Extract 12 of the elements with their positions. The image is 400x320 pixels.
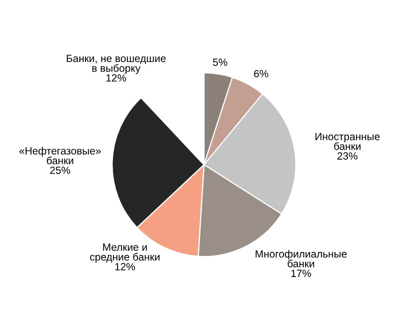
slice-label: «Нефтегазовые» банки <box>19 146 101 164</box>
slice-label: Мелкие и средние банки <box>90 244 160 263</box>
slice-label: Банки, не вошедшие в выборку <box>66 54 166 74</box>
data-label: 5% <box>212 58 228 66</box>
data-label: 23% <box>337 152 358 160</box>
slice-label: Иностранные банки <box>316 132 380 150</box>
slice-label: Многофилиальные банки <box>256 250 347 268</box>
data-label: 12% <box>106 74 126 82</box>
data-label: 6% <box>254 70 268 78</box>
data-label: 25% <box>50 166 70 174</box>
data-label: 17% <box>291 270 312 278</box>
data-label: 12% <box>115 262 135 270</box>
